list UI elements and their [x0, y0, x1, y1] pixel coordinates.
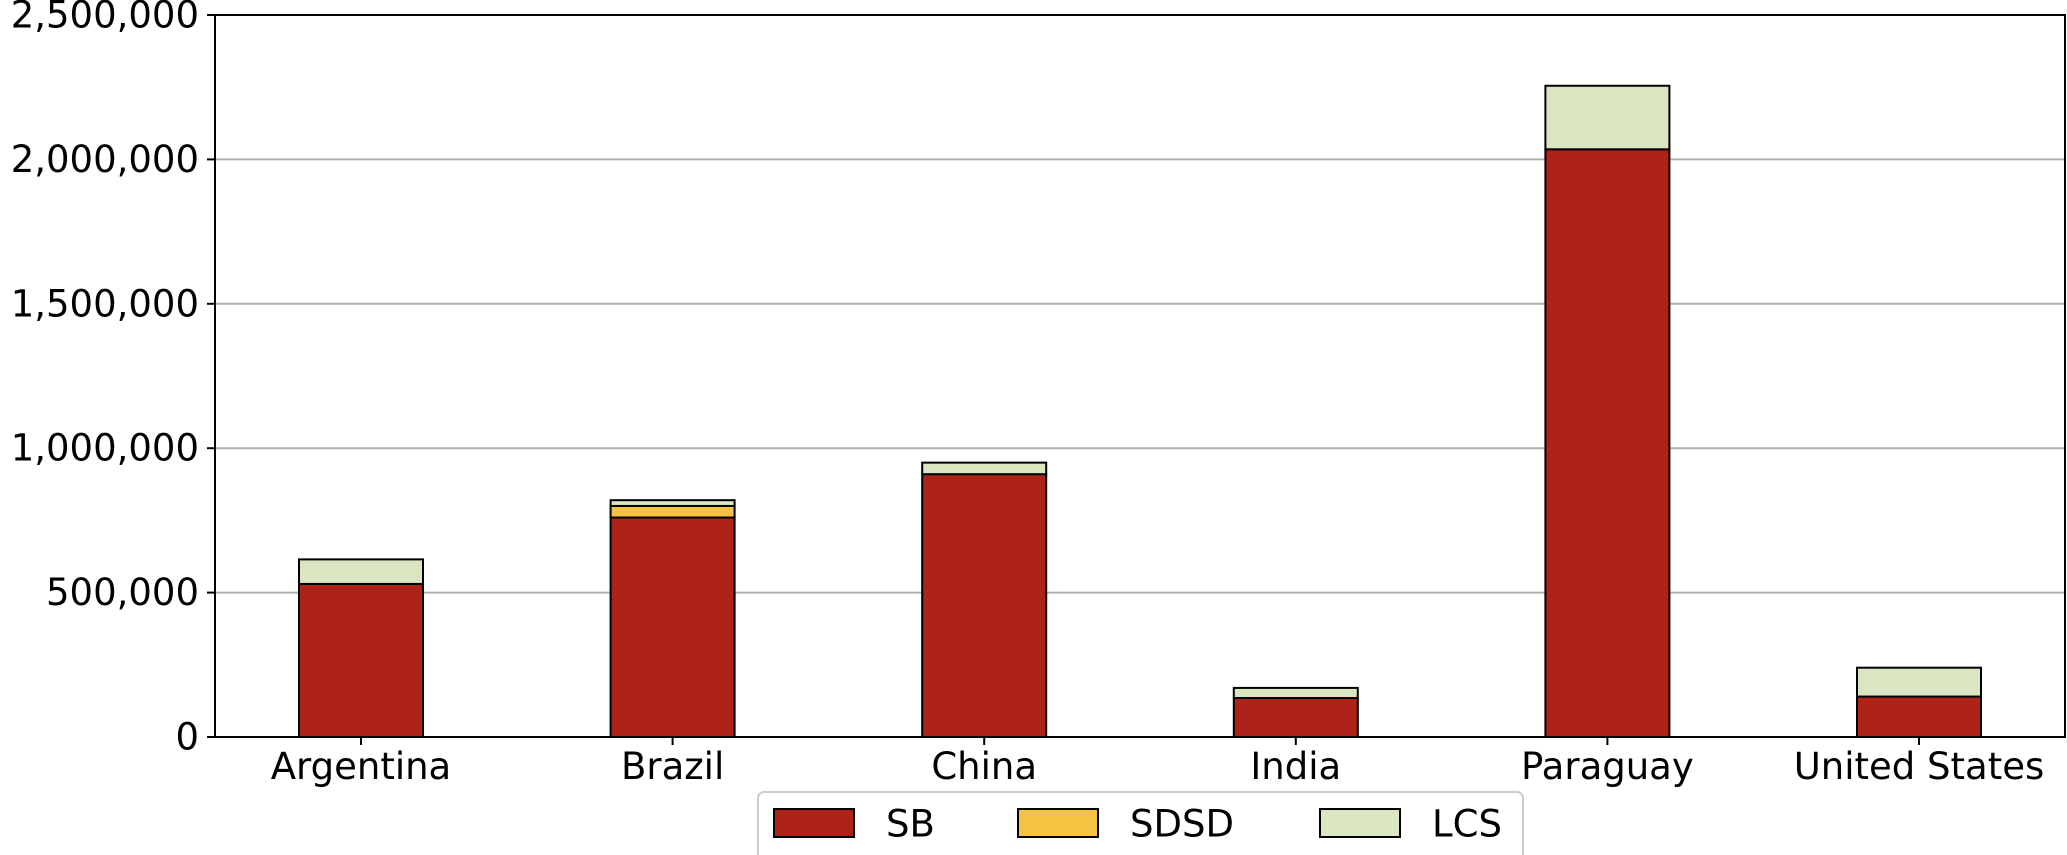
gridlines [215, 158, 2065, 594]
x-tick-label: Brazil [621, 745, 724, 788]
bar-brazil-sb [609, 516, 736, 739]
bar-india-sb [1232, 697, 1359, 739]
legend-swatch-lcs [1319, 808, 1401, 838]
legend-label-sb: SB [886, 803, 935, 846]
y-tick-label: 2,500,000 [11, 0, 199, 37]
bar-paraguay-sb [1544, 148, 1671, 739]
y-tick-label: 1,500,000 [11, 282, 199, 325]
bar-brazil-sdsd [609, 504, 736, 519]
bar-brazil-lcs [609, 499, 736, 507]
legend-label-sdsd: SDSD [1130, 803, 1234, 846]
x-tick-label: Paraguay [1521, 745, 1694, 788]
bar-china-lcs [921, 461, 1048, 476]
y-tick-label: 500,000 [46, 571, 199, 614]
legend-swatch-sdsd [1017, 808, 1099, 838]
bar-china-sb [921, 473, 1048, 738]
x-tick-label: China [931, 745, 1037, 788]
bar-argentina-lcs [298, 558, 424, 585]
plot-area-frame [214, 14, 2066, 738]
bar-united-states-sb [1856, 695, 1982, 738]
x-tick-label: India [1250, 745, 1341, 788]
x-axis: Argentina Brazil China India Paraguay United … [271, 737, 2045, 788]
bar-united-states-lcs [1856, 666, 1982, 698]
bar-paraguay-lcs [1544, 84, 1671, 151]
legend-frame [757, 791, 1524, 855]
y-tick-label: 1,000,000 [11, 427, 199, 470]
legend-swatch-sb [773, 808, 855, 838]
bars [298, 84, 1982, 739]
legend-label-lcs: LCS [1432, 803, 1502, 846]
bar-argentina-sb [298, 582, 424, 738]
bar-india-lcs [1232, 686, 1359, 700]
y-tick-label: 0 [175, 716, 199, 759]
x-tick-label: United States [1794, 745, 2045, 788]
y-axis: 0 500,000 1,000,000 1,500,000 2,000,000 2,500… [11, 0, 215, 759]
y-tick-label: 2,000,000 [11, 138, 199, 181]
x-tick-label: Argentina [271, 745, 451, 788]
legend: SB SDSD LCS [757, 791, 1524, 855]
